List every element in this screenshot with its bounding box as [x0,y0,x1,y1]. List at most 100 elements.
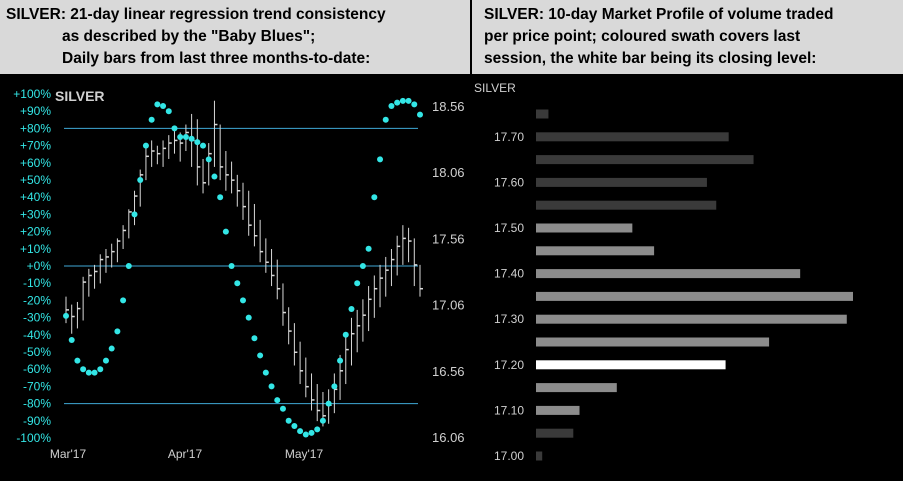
left-tick-label: -80% [23,397,51,411]
baby-blue-dot [308,429,315,436]
baby-blue-dot [411,101,418,108]
price-level-label: 17.10 [494,403,524,417]
volume-bar [536,360,726,370]
baby-blue-dot [342,331,349,338]
baby-blue-dot [297,428,304,435]
volume-bar [536,155,754,165]
baby-blue-dot [325,400,332,407]
trend-consistency-chart: +100% +90% +80% +70% +60% +50% +40% +30% +20% +10… [13,87,465,461]
volume-bar [536,451,543,461]
baby-blue-dot [102,357,109,364]
baby-blue-dot [319,417,326,424]
price-tick-label: 17.56 [432,231,465,246]
x-tick-label: Apr'17 [168,447,203,461]
baby-blue-dot [85,369,92,376]
baby-blue-dot [388,103,395,110]
price-tick-label: 16.56 [432,364,465,379]
left-tick-label: +50% [20,173,51,187]
baby-blue-dot [160,103,167,110]
volume-bar [536,337,770,347]
baby-blue-dot [417,111,423,118]
baby-blue-dot [120,297,127,304]
left-header-line1: SILVER: 21-day linear regression trend c… [6,6,386,23]
baby-blue-dot [171,125,178,132]
baby-blue-dot [399,97,406,104]
volume-bar [536,314,847,324]
baby-blue-dot [148,116,155,123]
left-tick-label: +40% [20,190,51,204]
volume-bar [536,246,655,256]
volume-bar [536,428,574,438]
baby-blue-dot [165,108,172,115]
baby-blue-dot [348,306,355,312]
price-tick-label: 17.06 [432,298,465,313]
left-tick-label: +20% [20,225,51,239]
baby-blue-dot [291,422,298,429]
left-tick-label: +0% [27,259,52,273]
price-tick-label: 18.06 [432,165,465,180]
baby-blue-dot [68,336,75,343]
baby-blue-dot [74,357,81,364]
baby-blue-dot [188,135,195,142]
price-level-label: 17.20 [494,358,524,372]
volume-bar [536,109,549,119]
baby-blue-dot [222,228,229,235]
trend-consistency-panel: +100% +90% +80% +70% +60% +50% +40% +30% +20% +10… [0,74,470,476]
left-tick-label: +60% [20,156,51,170]
baby-blue-dot [205,156,212,163]
left-tick-label: +10% [20,242,51,256]
right-header-line1: SILVER: 10-day Market Profile of volume … [484,6,834,23]
baby-blue-dot [154,101,161,108]
baby-blue-dot [177,134,184,140]
left-tick-label: -40% [23,328,51,342]
baby-blue-dot [245,314,252,321]
baby-blue-dot [91,369,98,376]
price-level-label: 17.00 [494,449,524,463]
baby-blue-dot [142,142,149,149]
baby-blue-dot [268,383,275,390]
left-tick-label: -30% [23,311,51,325]
price-level-label: 17.50 [494,221,524,235]
baby-blue-dot [371,194,378,201]
baby-blue-dot [80,366,87,373]
volume-bar [536,177,707,187]
baby-blue-dot [394,99,401,106]
baby-blue-dot [262,369,269,376]
price-level-label: 17.30 [494,312,524,326]
baby-blue-dot [97,366,104,373]
baby-blue-dot [337,357,344,364]
baby-blue-dot [365,245,372,252]
baby-blue-dot [331,383,338,390]
baby-blue-dot [125,263,132,269]
left-tick-label: -50% [23,345,51,359]
baby-blue-dot [63,312,69,319]
left-header-line3: Daily bars from last three months-to-dat… [62,50,371,67]
price-tick-label: 18.56 [432,99,465,114]
left-tick-label: -70% [23,379,51,393]
baby-blue-dot [274,397,281,404]
market-profile-panel: SILVER 17.70 17.60 17.50 17.40 17.30 17.20 17.1… [472,74,903,476]
volume-bar [536,132,729,142]
baby-blue-dot [251,335,258,342]
baby-blue-dot [217,194,224,201]
baby-blue-dot [377,156,384,163]
baby-blue-dot [302,431,309,438]
left-tick-label: -20% [23,293,51,307]
volume-bar [536,223,633,233]
profile-title: SILVER [474,81,516,95]
baby-blue-dot [234,280,241,287]
volume-bar [536,200,717,210]
baby-blue-dot [182,134,189,140]
price-level-label: 17.70 [494,130,524,144]
left-tick-label: +70% [20,139,51,153]
baby-blue-dot [405,97,412,104]
baby-blue-dot [257,352,264,359]
left-chart-header: SILVER: 21-day linear regression trend c… [0,0,470,74]
left-tick-label: -100% [16,431,51,445]
baby-blue-dot [137,177,144,183]
baby-blue-dot [194,139,201,146]
baby-blue-dot [382,116,389,123]
baby-blue-dot [114,328,121,335]
volume-bar [536,405,580,415]
baby-blue-dot [211,173,218,180]
